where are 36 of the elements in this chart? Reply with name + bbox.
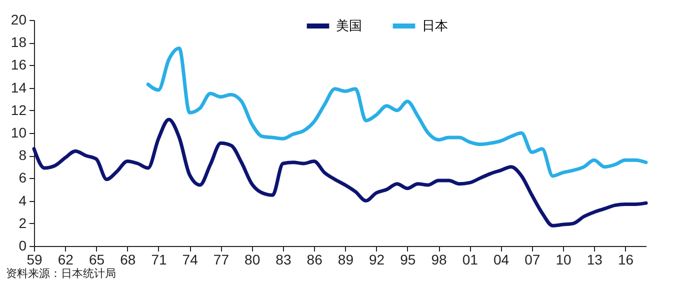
x-tick-label: 13: [586, 252, 603, 268]
x-tick-label: 01: [462, 252, 478, 268]
text: 资料来源：日本统计局: [5, 267, 117, 281]
x-tick-label: 86: [306, 252, 323, 268]
line-series: [146, 46, 648, 178]
x-tick-label: 89: [338, 252, 354, 268]
x-tick-label: 98: [431, 252, 448, 268]
x-tick-label: 59: [26, 252, 42, 268]
y-tick-label: 16: [10, 56, 27, 73]
y-tick-label: 10: [10, 124, 27, 140]
x-tick-label: 04: [493, 252, 510, 268]
y-tick-label: 8: [18, 147, 27, 164]
x-tick-label: 77: [213, 252, 230, 268]
y-tick-label: 12: [10, 102, 27, 118]
legend-label: 日本: [422, 19, 448, 34]
x-tick-label: 10: [556, 252, 572, 268]
legend-label: 美国: [336, 18, 362, 34]
x-tick-label: 83: [276, 252, 292, 268]
x-tick-label: 68: [120, 252, 136, 268]
x-tick-label: 74: [182, 252, 198, 268]
x-tick-label: 16: [618, 252, 634, 268]
y-tick-label: 20: [10, 12, 27, 28]
x-tick-label: 65: [88, 252, 105, 268]
x-tick-label: 62: [58, 252, 74, 268]
y-tick-label: 2: [18, 214, 27, 231]
line-series: [32, 118, 648, 228]
y-tick-label: 4: [18, 192, 27, 208]
y-tick-label: 14: [10, 79, 27, 96]
y-tick-label: 6: [18, 170, 27, 186]
y-tick-label: 18: [10, 34, 27, 50]
x-tick-label: 80: [244, 252, 260, 268]
x-tick-label: 71: [151, 252, 167, 268]
x-tick-label: 07: [524, 252, 540, 268]
y-tick-label: 0: [18, 238, 27, 254]
x-tick-label: 92: [369, 252, 385, 268]
x-tick-label: 95: [400, 252, 416, 268]
